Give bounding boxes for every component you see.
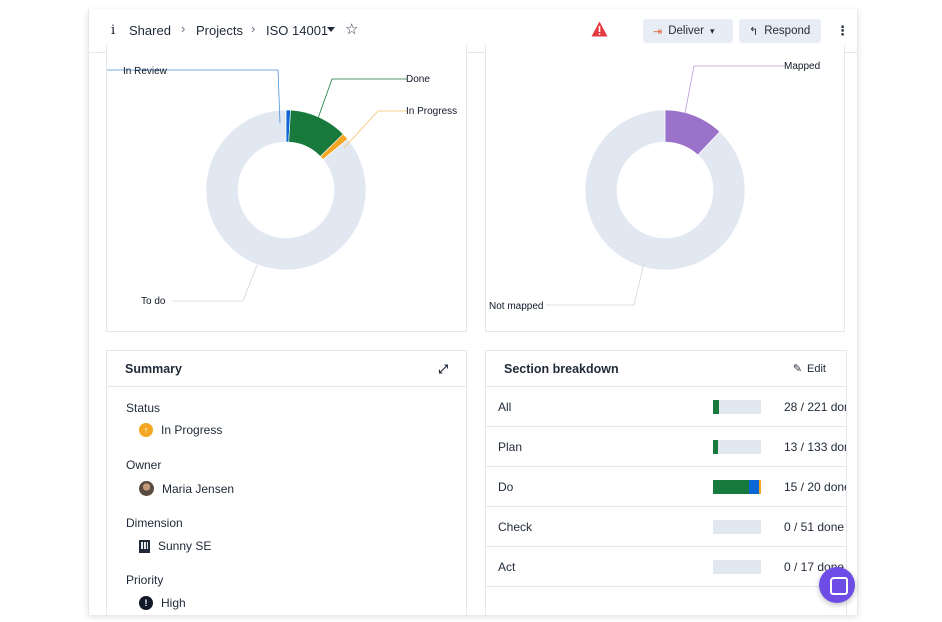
- label-not-mapped: Not mapped: [489, 301, 543, 312]
- summary-header: Summary ⤢: [107, 351, 466, 387]
- breakdown-header: Section breakdown ✎ Edit: [486, 351, 846, 387]
- status-label: Status: [126, 401, 161, 415]
- star-icon[interactable]: ☆: [345, 21, 359, 38]
- table-row[interactable]: Do 15 / 20 done: [486, 467, 847, 507]
- progress-segment-blue: [749, 480, 759, 494]
- breakdown-title: Section breakdown: [504, 361, 619, 376]
- table-row[interactable]: Check 0 / 51 done: [486, 507, 846, 547]
- leader-line-in-progress: [343, 110, 407, 149]
- section-name: Act: [498, 560, 516, 574]
- summary-title: Summary: [125, 361, 182, 376]
- table-row[interactable]: All 28 / 221 done: [486, 387, 846, 427]
- dimension-value[interactable]: Sunny SE: [139, 539, 211, 553]
- pencil-icon: ✎: [792, 363, 803, 375]
- mapping-donut-chart: Mapped Not mapped: [489, 61, 820, 312]
- priority-text: High: [161, 596, 186, 610]
- leader-line-in-review: [107, 69, 281, 124]
- slice-to-do[interactable]: [205, 109, 367, 271]
- done-count: 15 / 20 done: [784, 480, 847, 494]
- label-done: Done: [406, 74, 430, 85]
- owner-label: Owner: [126, 458, 162, 472]
- expand-icon[interactable]: ⤢: [438, 362, 448, 376]
- progress-bar: [713, 520, 761, 534]
- progress-segment-green: [713, 480, 749, 494]
- section-breakdown-panel: Section breakdown ✎ Edit All 28 / 221 don…: [485, 350, 847, 615]
- section-name: Check: [498, 520, 533, 534]
- priority-label: Priority: [126, 573, 164, 587]
- app-window: i Shared › Projects › ISO 14001 ☆ ⇥ Deli…: [88, 9, 858, 615]
- done-count: 28 / 221 done: [784, 400, 846, 414]
- deliver-button[interactable]: ⇥ Deliver ▾: [643, 19, 733, 43]
- respond-button[interactable]: ↰ Respond: [739, 19, 821, 43]
- deliver-label: Deliver: [668, 25, 705, 37]
- dimension-label: Dimension: [126, 516, 183, 530]
- breadcrumb-current-project[interactable]: ISO 14001: [266, 23, 329, 38]
- progress-segment-orange: [758, 480, 761, 494]
- priority-value[interactable]: ! High: [139, 596, 186, 610]
- chevron-down-icon: ▾: [710, 25, 715, 36]
- leader-line-mapped: [684, 65, 786, 114]
- progress-segment-green: [713, 440, 718, 454]
- owner-value[interactable]: Maria Jensen: [139, 481, 234, 496]
- chevron-right-icon: ›: [181, 21, 186, 36]
- chevron-right-icon: ›: [251, 21, 256, 36]
- summary-panel: Summary ⤢ Status ↑ In Progress Owner Mar…: [106, 350, 467, 615]
- in-progress-icon: ↑: [139, 423, 153, 437]
- info-icon[interactable]: i: [111, 23, 116, 38]
- warning-icon[interactable]: [591, 21, 608, 37]
- label-in-review: In Review: [123, 66, 168, 77]
- mapping-chart-panel: Mapped Not mapped: [485, 45, 845, 332]
- label-in-progress: In Progress: [406, 106, 457, 117]
- done-count: 13 / 133 done: [784, 440, 846, 454]
- more-options-icon[interactable]: ⋮: [836, 23, 849, 38]
- label-to-do: To do: [141, 296, 166, 307]
- status-chart-panel: In Review Done In Progress To do: [106, 45, 467, 332]
- label-mapped: Mapped: [784, 61, 820, 72]
- leader-line-to-do: [172, 264, 258, 302]
- reply-icon: ↰: [749, 25, 759, 38]
- breadcrumb-projects[interactable]: Projects: [196, 23, 243, 38]
- status-text: In Progress: [161, 423, 223, 437]
- slice-not-mapped[interactable]: [584, 109, 746, 271]
- building-icon: [139, 539, 150, 553]
- progress-bar: [713, 560, 761, 574]
- edit-button[interactable]: ✎ Edit: [792, 362, 826, 376]
- breadcrumb-shared[interactable]: Shared: [129, 23, 171, 38]
- progress-bar: [713, 400, 761, 414]
- owner-text: Maria Jensen: [162, 481, 235, 496]
- table-row[interactable]: Act 0 / 17 done: [486, 547, 846, 587]
- avatar: [139, 481, 154, 496]
- deliver-icon: ⇥: [653, 25, 663, 38]
- section-name: Plan: [498, 440, 523, 454]
- done-count: 0 / 51 done: [784, 520, 845, 534]
- table-row[interactable]: Plan 13 / 133 done: [486, 427, 846, 467]
- edit-label: Edit: [807, 362, 826, 375]
- progress-bar: [713, 440, 761, 454]
- section-name: Do: [498, 480, 514, 494]
- leader-line-done: [315, 78, 407, 125]
- leader-line-not-mapped: [546, 262, 645, 306]
- respond-label: Respond: [764, 25, 811, 37]
- chat-launcher-button[interactable]: [819, 567, 855, 603]
- high-priority-icon: !: [139, 596, 153, 610]
- caret-down-icon[interactable]: [327, 27, 335, 32]
- progress-bar: [713, 480, 761, 494]
- status-donut-chart: In Review Done In Progress To do: [107, 66, 457, 307]
- status-value[interactable]: ↑ In Progress: [139, 423, 222, 437]
- progress-segment-green: [713, 400, 719, 414]
- dimension-text: Sunny SE: [158, 539, 212, 553]
- section-name: All: [498, 400, 512, 414]
